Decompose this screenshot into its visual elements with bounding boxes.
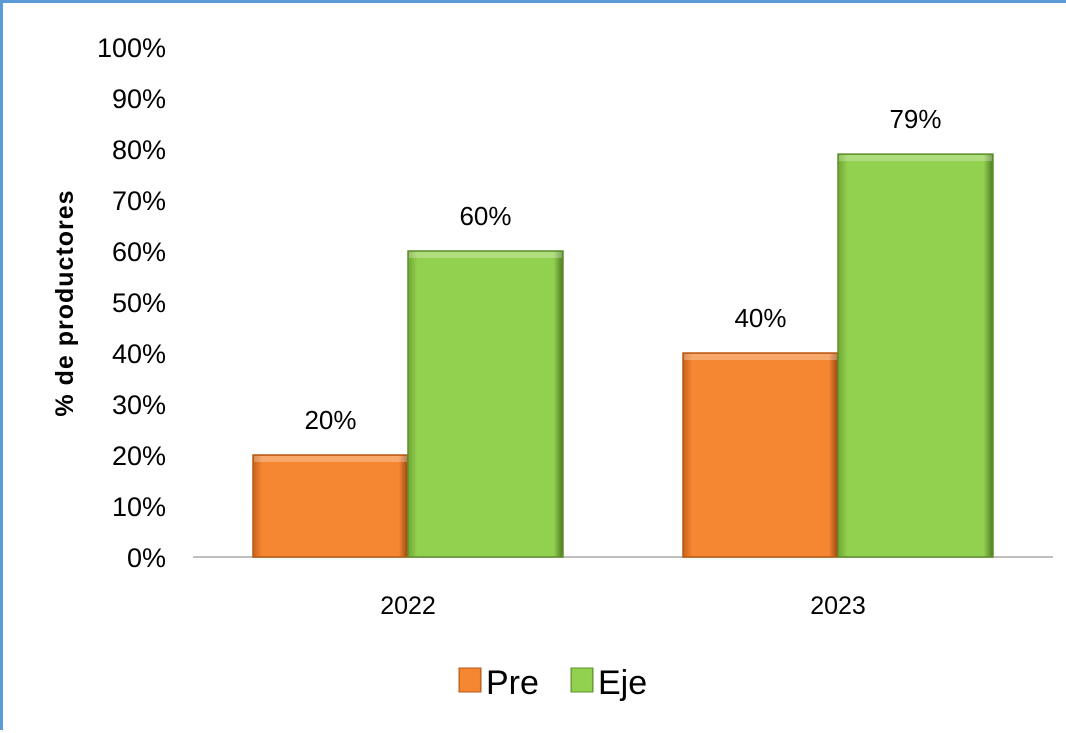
bar-eje-2022 — [407, 250, 564, 558]
legend-swatch-pre — [458, 667, 482, 693]
bar-chart: % de productores 0% 10% 20% 30% 40% 50% 60% 70%… — [51, 33, 1053, 702]
y-tick-label: 30% — [112, 390, 166, 420]
y-axis-title: % de productores — [51, 189, 79, 416]
x-axis-labels: 2022 2023 — [380, 592, 866, 620]
bar-highlight — [254, 456, 407, 462]
data-label: 40% — [734, 303, 786, 333]
bar-highlight — [684, 354, 837, 360]
y-tick-label: 40% — [112, 339, 166, 369]
legend-label-eje: Eje — [598, 664, 647, 702]
y-tick-label: 90% — [112, 84, 166, 114]
y-axis-ticks: 0% 10% 20% 30% 40% 50% 60% 70% 80% 90% 100% — [97, 33, 166, 573]
y-tick-label: 70% — [112, 186, 166, 216]
y-tick-label: 100% — [97, 33, 166, 63]
y-tick-label: 0% — [127, 543, 166, 573]
data-label: 79% — [889, 104, 941, 134]
legend-label-pre: Pre — [486, 664, 539, 702]
bar-pre-2023 — [682, 352, 839, 558]
y-tick-label: 60% — [112, 237, 166, 267]
bar-highlight — [839, 155, 992, 162]
bar-highlight — [409, 252, 562, 258]
data-label: 20% — [304, 405, 356, 435]
y-tick-label: 50% — [112, 288, 166, 318]
bar-pre-2022 — [252, 454, 409, 558]
x-tick-label: 2022 — [380, 592, 436, 620]
x-tick-label: 2023 — [810, 592, 866, 620]
data-label: 60% — [459, 201, 511, 231]
bars: 20% 60% 40% 79% — [252, 104, 994, 558]
legend-swatch-eje — [570, 667, 594, 693]
y-tick-label: 80% — [112, 135, 166, 165]
legend: Pre Eje — [458, 664, 647, 702]
bar-eje-2023 — [837, 153, 994, 558]
y-tick-label: 10% — [112, 492, 166, 522]
y-tick-label: 20% — [112, 441, 166, 471]
